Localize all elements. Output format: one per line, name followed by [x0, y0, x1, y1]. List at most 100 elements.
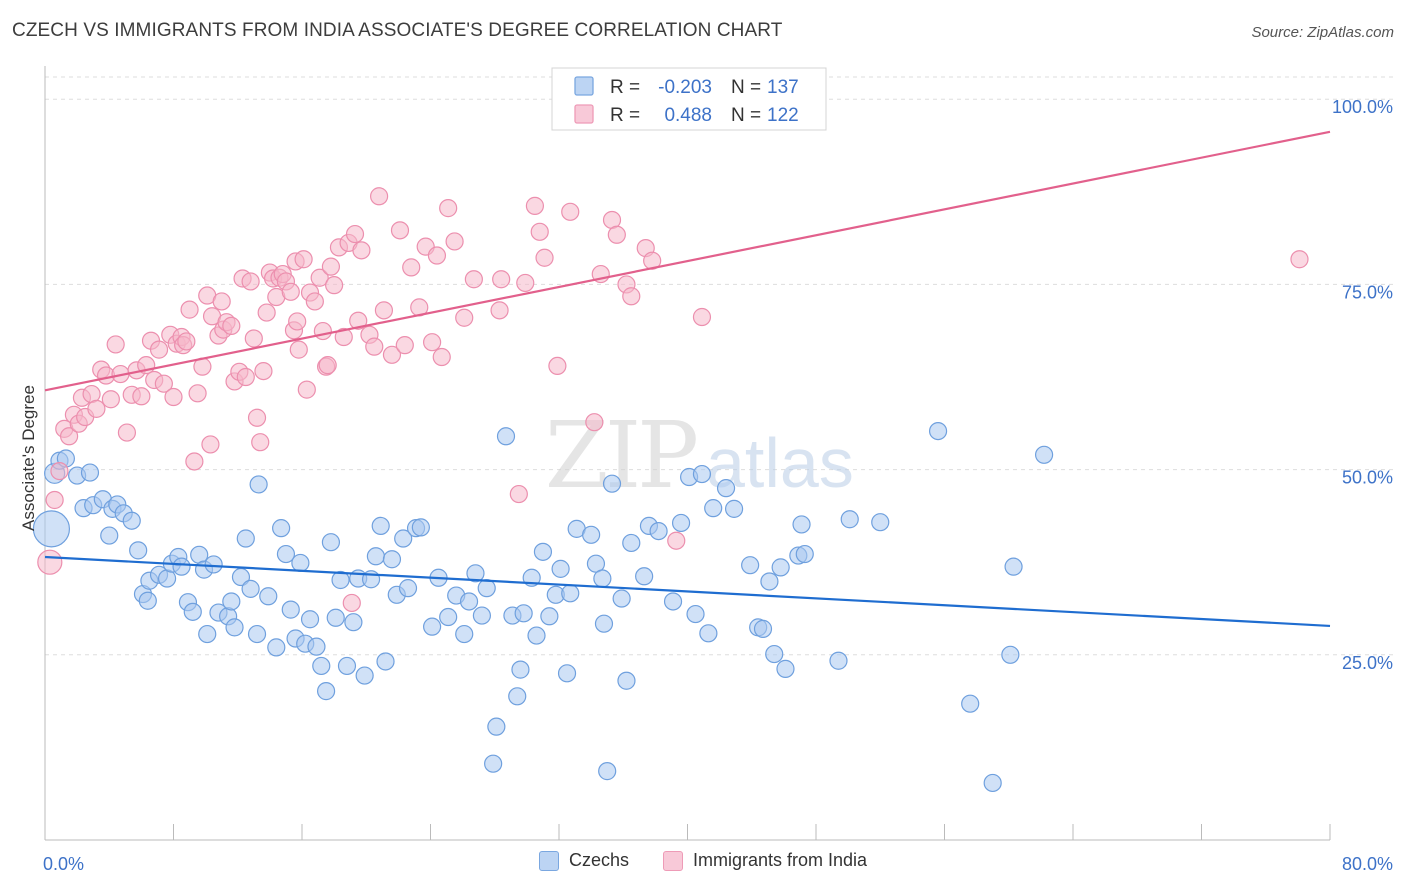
czech-point: [344, 613, 363, 632]
source-credit: Source: ZipAtlas.com: [1251, 24, 1394, 41]
india-point: [188, 384, 207, 403]
czech-point: [241, 579, 260, 598]
legend-swatch-pink: [662, 850, 683, 871]
y-tick-label: 50.0%: [1342, 468, 1393, 488]
india-point: [222, 316, 241, 336]
czech-point: [236, 529, 255, 548]
czech-point: [394, 529, 413, 548]
india-point: [132, 387, 151, 406]
czech-point: [204, 555, 223, 574]
czech-point: [1004, 557, 1023, 576]
india-point: [117, 423, 137, 442]
czech-point: [765, 644, 784, 664]
czech-point: [172, 557, 191, 576]
czech-point: [561, 584, 580, 603]
india-point: [432, 347, 451, 367]
india-point: [607, 225, 626, 244]
stats-legend: R = -0.203 N = 137 R = 0.488 N = 122: [551, 67, 827, 131]
india-point: [548, 356, 567, 376]
india-point: [395, 336, 414, 355]
czech-point: [366, 547, 385, 566]
india-point: [334, 327, 353, 347]
czech-point: [259, 587, 278, 606]
stats-n-value: 122: [767, 105, 799, 126]
czech-point: [704, 499, 723, 518]
india-point: [382, 345, 402, 364]
stats-legend-frame: [551, 67, 827, 131]
czech-point: [276, 544, 296, 564]
czech-point: [382, 550, 402, 569]
india-point: [149, 340, 169, 359]
czech-point: [312, 656, 331, 676]
legend-label-india: Immigrants from India: [692, 850, 868, 870]
india-point: [101, 390, 120, 409]
czech-point: [80, 463, 100, 482]
legend-item-czechs: Czechs: [538, 850, 629, 871]
india-point: [257, 303, 276, 322]
india-point: [342, 593, 361, 613]
czech-point: [508, 687, 527, 706]
czech-point: [439, 607, 458, 627]
czech-point: [514, 604, 533, 623]
india-point: [365, 337, 384, 356]
czech-point: [612, 589, 631, 608]
india-point: [294, 250, 313, 269]
india-point: [402, 258, 421, 277]
india-point: [106, 335, 125, 354]
czech-point: [724, 499, 744, 518]
india-point: [530, 222, 549, 241]
czech-point: [477, 579, 496, 598]
india-point: [427, 246, 447, 265]
czech-point: [307, 637, 326, 656]
stats-legend-swatch: [574, 76, 594, 96]
czech-point: [222, 592, 241, 611]
india-point: [492, 270, 511, 289]
czech-point: [622, 533, 641, 553]
india-point: [154, 374, 173, 393]
india-point: [87, 399, 106, 418]
czech-point: [557, 664, 577, 683]
czech-point: [291, 553, 310, 573]
stats-r-value: -0.203: [658, 77, 712, 98]
czech-point: [741, 556, 760, 575]
czech-point: [671, 513, 691, 533]
czech-point: [792, 515, 811, 534]
india-point: [236, 367, 255, 387]
czech-point: [423, 617, 442, 636]
czech-point: [272, 519, 291, 538]
czech-point: [32, 510, 71, 548]
india-point: [561, 202, 580, 221]
india-point: [445, 232, 464, 251]
czech-point: [594, 614, 614, 633]
india-point: [310, 268, 329, 287]
czech-trend-line: [44, 555, 1331, 628]
y-tick-label: 25.0%: [1342, 653, 1393, 673]
india-point: [50, 461, 69, 481]
india-point: [490, 301, 509, 320]
india-point: [244, 329, 263, 348]
czech-point: [459, 592, 479, 611]
czech-point: [663, 592, 683, 611]
czech-point: [598, 762, 617, 781]
czech-point: [138, 591, 157, 610]
india-point: [251, 433, 270, 452]
czech-point: [617, 671, 636, 690]
czech-point: [771, 558, 790, 577]
india-point: [318, 356, 337, 375]
stats-n-label: N =: [731, 77, 761, 98]
czech-point: [829, 651, 848, 670]
czech-point: [337, 656, 357, 676]
india-point: [1290, 250, 1309, 269]
india-point: [289, 340, 308, 359]
india-point: [59, 427, 79, 446]
india-point: [667, 531, 686, 550]
india-point: [37, 549, 63, 575]
czech-point: [1001, 645, 1020, 664]
india-point: [349, 311, 368, 330]
czech-point: [511, 660, 530, 679]
india-point: [247, 408, 267, 427]
india-point: [464, 270, 483, 289]
czech-point: [840, 510, 859, 529]
czech-point: [376, 652, 395, 671]
czech-point: [355, 666, 374, 685]
